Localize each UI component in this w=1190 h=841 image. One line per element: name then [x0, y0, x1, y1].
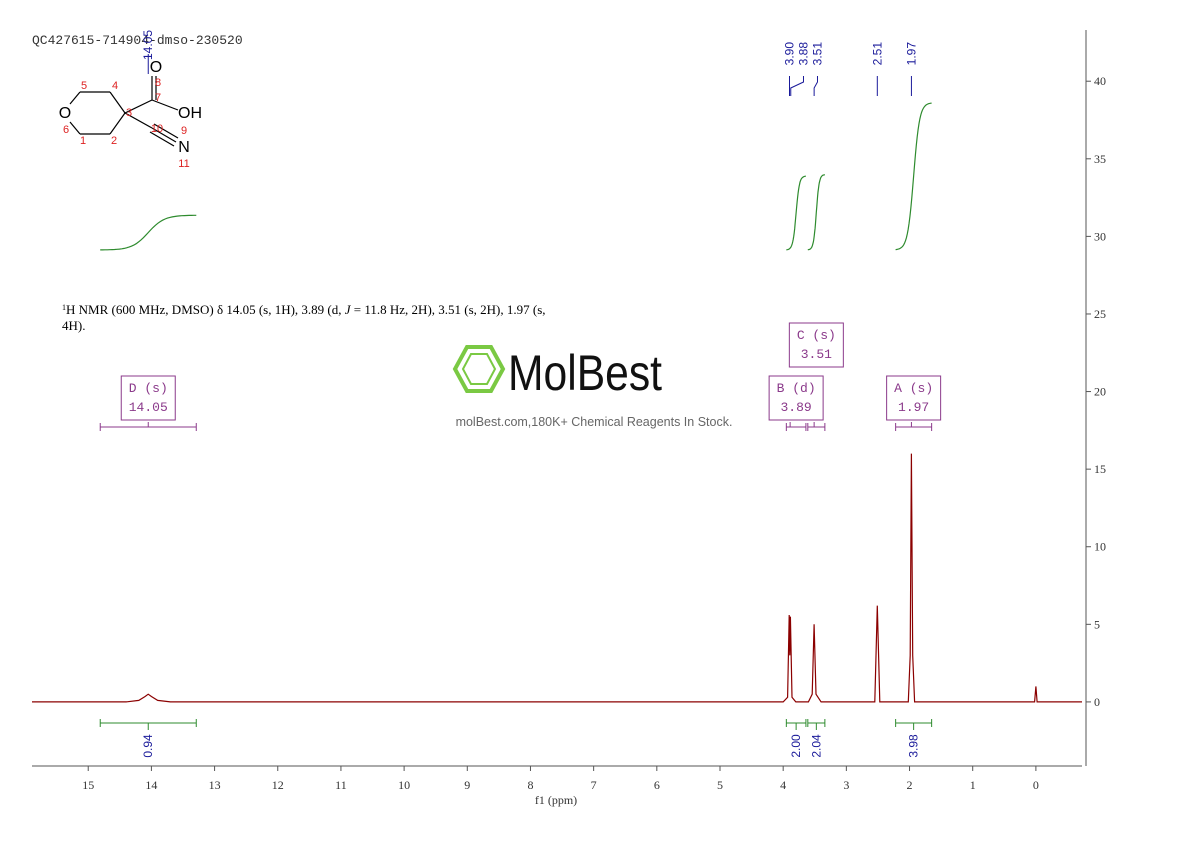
atom-label: OH: [178, 105, 202, 122]
peak-leader: [790, 76, 804, 96]
x-tick-label: 2: [907, 778, 913, 792]
integral-curve: [895, 102, 932, 251]
x-tick-label: 14: [145, 778, 157, 792]
y-tick-label: 35: [1094, 152, 1106, 166]
annotation: 1H NMR (600 MHz, DMSO) δ 14.05 (s, 1H), …: [62, 302, 546, 317]
peak-label: 3.88: [796, 42, 810, 66]
multiplet-shift: 3.89: [781, 400, 812, 415]
watermark-tagline: molBest.com,180K+ Chemical Reagents In S…: [456, 415, 733, 429]
multiplet-name: A (s): [894, 381, 933, 396]
x-tick-label: 9: [464, 778, 470, 792]
y-tick-label: 10: [1094, 540, 1106, 554]
integral-label: 0.94: [141, 734, 155, 758]
logo: [452, 345, 506, 393]
x-tick-label: 12: [272, 778, 284, 792]
atom-number: 1: [80, 135, 86, 147]
peak-label: 3.51: [810, 42, 824, 66]
y-tick-label: 25: [1094, 307, 1106, 321]
integral-curve: [100, 214, 197, 251]
x-tick-label: 5: [717, 778, 723, 792]
multiplet-shift: 1.97: [898, 400, 929, 415]
x-tick-label: 10: [398, 778, 410, 792]
x-axis-label: f1 (ppm): [535, 793, 577, 807]
atom-number: 11: [178, 158, 189, 170]
y-tick-label: 15: [1094, 462, 1106, 476]
x-tick-label: 6: [654, 778, 660, 792]
chart-title: QC427615-714904-dmso-230520: [32, 33, 243, 48]
y-tick-label: 20: [1094, 385, 1106, 399]
y-tick-label: 40: [1094, 74, 1106, 88]
peak-label: 14.05: [141, 30, 155, 60]
multiplet-shift: 14.05: [129, 400, 168, 415]
multiplet-shift: 3.51: [801, 347, 832, 362]
structure-bonds: [69, 76, 179, 147]
multiplet-name: C (s): [797, 328, 836, 343]
atom-label: O: [59, 105, 71, 122]
atom-label: O: [150, 59, 162, 76]
multiplet-name: B (d): [777, 381, 816, 396]
atom-number: 5: [81, 80, 87, 92]
multiplet-box: [788, 322, 844, 368]
x-tick-label: 3: [843, 778, 849, 792]
multiplet-box: [768, 375, 824, 421]
peak-label: 1.97: [904, 42, 918, 66]
x-tick-label: 13: [209, 778, 221, 792]
atom-label: N: [178, 139, 190, 156]
x-tick-label: 4: [780, 778, 786, 792]
integral-curve: [807, 174, 826, 251]
x-tick-label: 11: [335, 778, 347, 792]
annotation-part: 1: [62, 303, 66, 312]
peak-label: 3.90: [782, 42, 796, 66]
atom-number: 4: [112, 80, 118, 92]
annotation-part: J: [345, 302, 352, 317]
x-tick-label: 8: [527, 778, 533, 792]
x-tick-label: 0: [1033, 778, 1039, 792]
watermark-brand: MolBest: [508, 345, 662, 401]
y-tick-label: 0: [1094, 695, 1100, 709]
atom-number: 2: [111, 135, 117, 147]
y-tick-label: 5: [1094, 617, 1100, 631]
atom-number: 6: [63, 124, 69, 136]
integral-label: 3.98: [907, 734, 921, 758]
x-tick-label: 15: [82, 778, 94, 792]
multiplet-box: [120, 375, 176, 421]
multiplet-name: D (s): [129, 381, 168, 396]
annotation-part: = 11.8 Hz, 2H), 3.51 (s, 2H), 1.97 (s,: [351, 302, 546, 317]
atom-number: 9: [181, 125, 187, 137]
annotation-part: H NMR (600 MHz, DMSO) δ 14.05 (s, 1H), 3…: [66, 302, 345, 317]
integral-label: 2.00: [789, 734, 803, 758]
multiplet-box: [886, 375, 942, 421]
atom-number: 10: [151, 123, 163, 135]
y-tick-label: 30: [1094, 229, 1106, 243]
peak-leader: [813, 76, 818, 96]
atom-number: 3: [126, 107, 132, 119]
x-tick-label: 7: [591, 778, 597, 792]
integral-label: 2.04: [809, 734, 823, 758]
x-tick-label: 1: [970, 778, 976, 792]
spectrum-line: [32, 453, 1082, 703]
integral-curve: [786, 175, 806, 251]
peak-label: 2.51: [870, 42, 884, 66]
atom-number: 7: [155, 92, 161, 104]
annotation-line2: 4H).: [62, 318, 85, 333]
atom-number: 8: [155, 77, 161, 89]
